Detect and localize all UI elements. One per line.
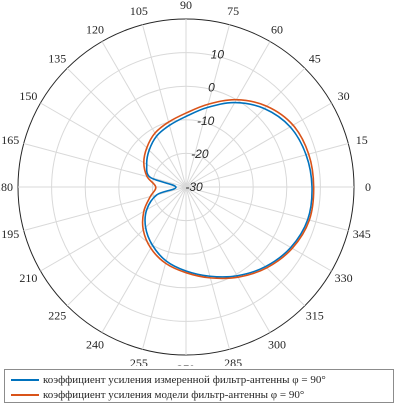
legend-swatch-measured: [11, 378, 39, 381]
angular-grid-line-14: [40, 186, 187, 272]
theta-tick-label-16: 240: [86, 338, 104, 352]
legend-entry-model: коэффициент усиления модели фильтр-антен…: [11, 387, 304, 402]
theta-tick-labels: 0 15 30 45 60 75 90 105 120 135 150 165 180 195 210 225…: [0, 0, 371, 366]
angular-grid-line-19: [185, 186, 230, 350]
theta-tick-label-13: 195: [1, 227, 19, 241]
theta-tick-label-17: 255: [130, 356, 148, 366]
legend-entry-measured: коэффициент усиления измеренной фильтр-а…: [11, 372, 326, 387]
theta-tick-label-18: 270: [177, 362, 195, 366]
radial-tick-label-2: -10: [197, 114, 215, 128]
theta-tick-label-10: 150: [19, 89, 37, 103]
angular-grid-line-7: [142, 24, 187, 188]
angular-grid-line-21: [185, 186, 306, 307]
theta-tick-label-1: 15: [356, 133, 368, 147]
theta-tick-label-0: 0: [365, 180, 371, 194]
theta-tick-label-7: 105: [130, 4, 148, 18]
theta-tick-label-22: 330: [335, 271, 353, 285]
series-layer: [141, 98, 315, 280]
theta-tick-label-11: 165: [1, 133, 19, 147]
theta-tick-label-19: 285: [224, 356, 242, 366]
legend-label-measured: коэффициент усиления измеренной фильтр-а…: [43, 373, 326, 386]
angular-grid-line-10: [40, 102, 187, 188]
radial-tick-label-4: 10: [211, 48, 225, 62]
legend: коэффициент усиления измеренной фильтр-а…: [4, 369, 394, 403]
theta-tick-label-9: 135: [48, 51, 66, 65]
polar-chart: 0 15 30 45 60 75 90 105 120 135 150 165 180 195 210 225…: [0, 0, 371, 366]
angular-grid-line-17: [142, 186, 187, 350]
theta-tick-label-14: 210: [19, 271, 37, 285]
radial-tick-labels: -30 -20 -10 0 10: [185, 48, 224, 194]
angular-grid-line-16: [101, 186, 187, 333]
angular-grid-line-8: [101, 41, 187, 188]
angular-grid-line-4: [185, 41, 271, 188]
angular-grid-line-23: [185, 186, 349, 231]
theta-tick-label-4: 60: [271, 22, 283, 36]
angular-grid-line-1: [185, 143, 349, 188]
angular-grid-line-5: [185, 24, 230, 188]
theta-tick-label-15: 225: [48, 309, 66, 323]
angular-grid-line-13: [23, 186, 187, 231]
radial-tick-label-1: -20: [191, 147, 209, 161]
legend-label-model: коэффициент усиления модели фильтр-антен…: [43, 388, 305, 401]
angular-grid-line-3: [185, 67, 306, 188]
theta-tick-label-3: 45: [309, 51, 321, 65]
theta-tick-label-23: 345: [353, 227, 371, 241]
theta-tick-label-8: 120: [86, 22, 104, 36]
series-line-1: [141, 98, 315, 280]
theta-tick-label-21: 315: [306, 309, 324, 323]
legend-swatch-model: [11, 393, 39, 396]
theta-tick-label-2: 30: [338, 89, 350, 103]
angular-grid-line-20: [185, 186, 271, 333]
polar-grid: [17, 18, 355, 356]
angular-grid-line-11: [23, 143, 187, 188]
theta-tick-label-6: 90: [180, 0, 192, 12]
theta-tick-label-12: 180: [0, 180, 13, 194]
radial-tick-label-3: 0: [208, 81, 215, 95]
radial-tick-label-0: -30: [185, 180, 203, 194]
theta-tick-label-20: 300: [268, 338, 286, 352]
angular-grid-line-15: [66, 186, 187, 307]
series-line-0: [144, 101, 313, 278]
angular-grid-line-9: [66, 67, 187, 188]
angular-grid-line-2: [185, 102, 332, 188]
theta-tick-label-5: 75: [227, 4, 239, 18]
angular-grid-line-22: [185, 186, 332, 272]
